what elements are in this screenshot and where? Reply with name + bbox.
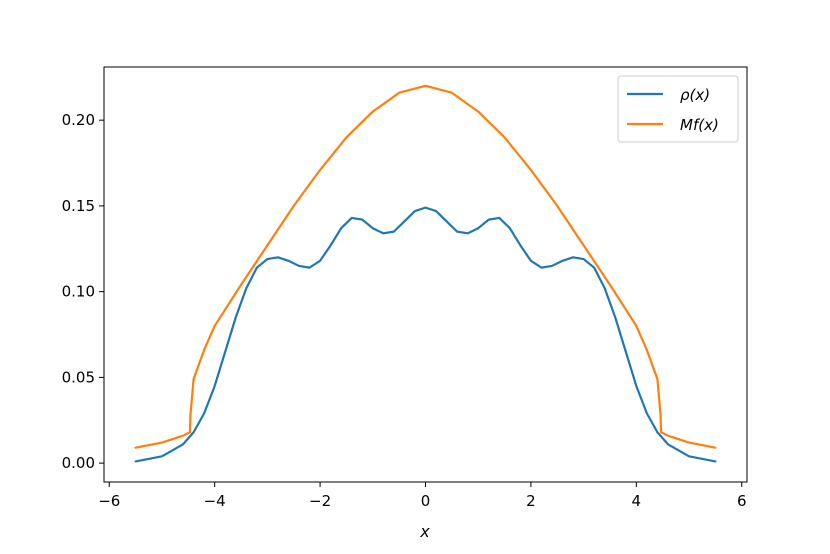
- x-tick-label: 4: [632, 492, 642, 510]
- legend-label-mf: Mf(x): [680, 116, 719, 134]
- x-axis-label: x: [419, 522, 430, 541]
- series-layer: [134, 84, 717, 463]
- x-axis: −6 −4 −2 0 2 4 6: [98, 482, 747, 510]
- y-tick-label: 0.05: [62, 368, 95, 386]
- y-tick-label: 0.20: [62, 111, 95, 129]
- y-tick-label: 0.00: [62, 454, 95, 472]
- x-tick-label: 2: [526, 492, 536, 510]
- legend: ρ(x) Mf(x): [617, 75, 739, 143]
- legend-box: [617, 75, 739, 143]
- y-tick-label: 0.10: [62, 283, 95, 301]
- series-line-mf: [134, 84, 717, 449]
- legend-label-rho: ρ(x): [680, 86, 710, 104]
- y-tick-label: 0.15: [62, 197, 95, 215]
- y-axis: 0.00 0.05 0.10 0.15 0.20: [62, 111, 104, 472]
- x-tick-label: −4: [204, 492, 226, 510]
- x-tick-label: 0: [421, 492, 431, 510]
- x-tick-label: −6: [98, 492, 120, 510]
- series-line-rho: [134, 206, 717, 463]
- x-tick-label: −2: [309, 492, 331, 510]
- x-tick-label: 6: [737, 492, 747, 510]
